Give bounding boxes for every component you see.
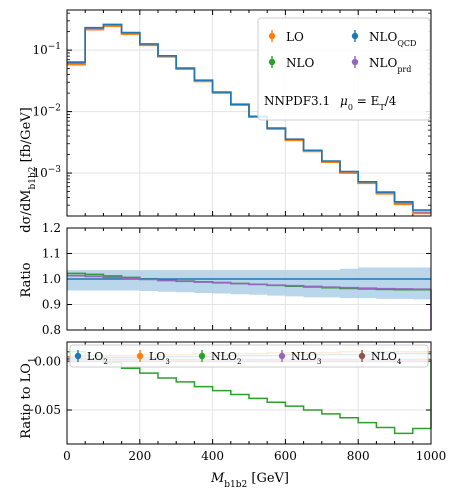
pdf-annotation: NNPDF3.1 — [264, 94, 330, 108]
legend-top-label: NLOprd — [369, 56, 411, 74]
legend-marker — [136, 352, 144, 360]
scale-annotation: μ0 = ET/4 — [340, 94, 397, 112]
legend-bottom-label: NLO2 — [211, 350, 241, 366]
legend-bottom-label: LO2 — [87, 350, 108, 366]
y-tick-label: 0.00 — [34, 354, 61, 368]
legend-marker — [268, 32, 276, 40]
legend-marker — [278, 352, 286, 360]
y-axis-label-top: dσ/dMb1b2 [fb/GeV] — [19, 107, 38, 232]
main-distribution-panel: 10−1 10−2 10−3 — [32, 9, 432, 217]
y-tick-label: 10−1 — [32, 42, 61, 57]
x-tick-label: 800 — [347, 449, 370, 463]
y-tick-label: −0.05 — [24, 403, 61, 417]
legend-marker — [351, 58, 359, 66]
ratio-panel-frame — [66, 227, 432, 331]
top-panel-frame — [66, 9, 432, 217]
lo1-ratio-line-nlo2 — [67, 350, 431, 435]
legend-marker — [74, 352, 82, 360]
y-tick-label: 1.1 — [42, 247, 61, 261]
ratio-panel: 0.8 0.9 1.0 1.1 1.2 — [42, 221, 432, 337]
x-axis-label: Mb1b2 [GeV] — [210, 471, 289, 490]
x-tick-label: 200 — [128, 449, 151, 463]
y-tick-label: 1.2 — [42, 221, 61, 235]
y-tick-label: 0.8 — [42, 323, 61, 337]
legend-bottom-label: NLO3 — [291, 350, 321, 366]
bottom-panel-frame — [66, 341, 432, 445]
legend-top-label: NLO — [286, 56, 314, 70]
y-tick-label: 0.9 — [42, 298, 61, 312]
y-tick-label: 10−2 — [32, 104, 61, 119]
y-tick-label: 1.0 — [42, 272, 61, 286]
legend-top-label: NLOQCD — [369, 30, 416, 48]
legend-marker — [198, 352, 206, 360]
legend-marker — [268, 58, 276, 66]
legend-top-label: LO — [286, 30, 304, 44]
x-tick-label: 600 — [274, 449, 297, 463]
y-axis-label-ratio: Ratio — [19, 262, 34, 297]
legend-top: LO NLOQCD NLO NLOprd NNPDF3.1 μ0 = ET/4 — [257, 17, 431, 121]
x-tick-label: 1000 — [416, 449, 447, 463]
x-tick-label: 0 — [63, 449, 71, 463]
y-tick-label: 10−3 — [32, 165, 61, 180]
legend-bottom-label: LO3 — [149, 350, 170, 366]
legend-marker — [358, 352, 366, 360]
legend-bottom-label: NLO4 — [371, 350, 402, 366]
ratio-line-nlo-prd-nlo-qcd — [67, 274, 431, 290]
legend-marker — [351, 32, 359, 40]
x-tick-label: 400 — [201, 449, 224, 463]
y-axis-label-bottom: Ratio to LO1 — [19, 357, 38, 438]
series-line-nlo-qcd — [67, 23, 431, 211]
legend-bottom: LO2 LO3 NLO2 NLO3 NLO4 — [69, 344, 429, 368]
